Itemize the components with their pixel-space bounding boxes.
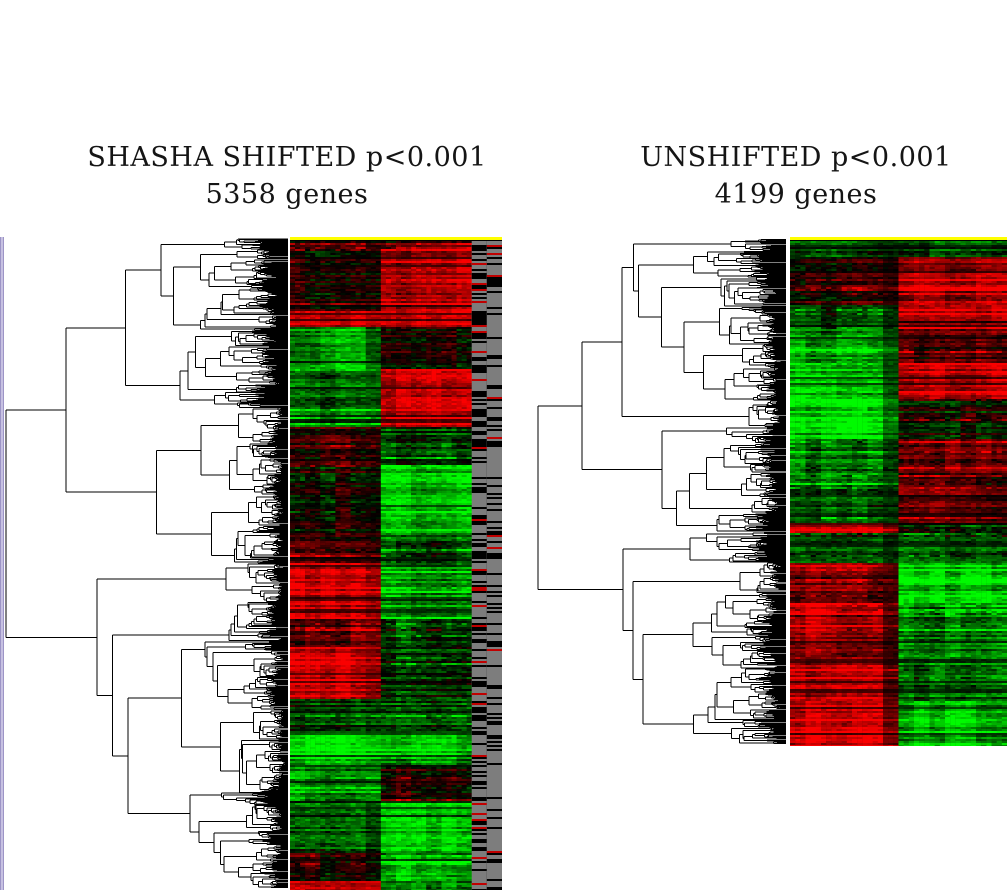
window-edge-line — [0, 237, 4, 890]
right-panel-title-line2: 4199 genes — [714, 179, 878, 210]
right-panel-title-line1: UNSHIFTED p<0.001 — [640, 142, 952, 173]
left-panel-title-line1: SHASHA SHIFTED p<0.001 — [87, 142, 487, 173]
left-gene-dendrogram — [5, 238, 288, 889]
right-panel-title: UNSHIFTED p<0.001 4199 genes — [536, 139, 1007, 213]
left-panel-title-line2: 5358 genes — [205, 179, 369, 210]
left-panel-title: SHASHA SHIFTED p<0.001 5358 genes — [27, 139, 547, 213]
right-heatmap — [790, 237, 1007, 746]
left-heatmap — [290, 237, 502, 890]
right-gene-dendrogram — [537, 238, 786, 745]
